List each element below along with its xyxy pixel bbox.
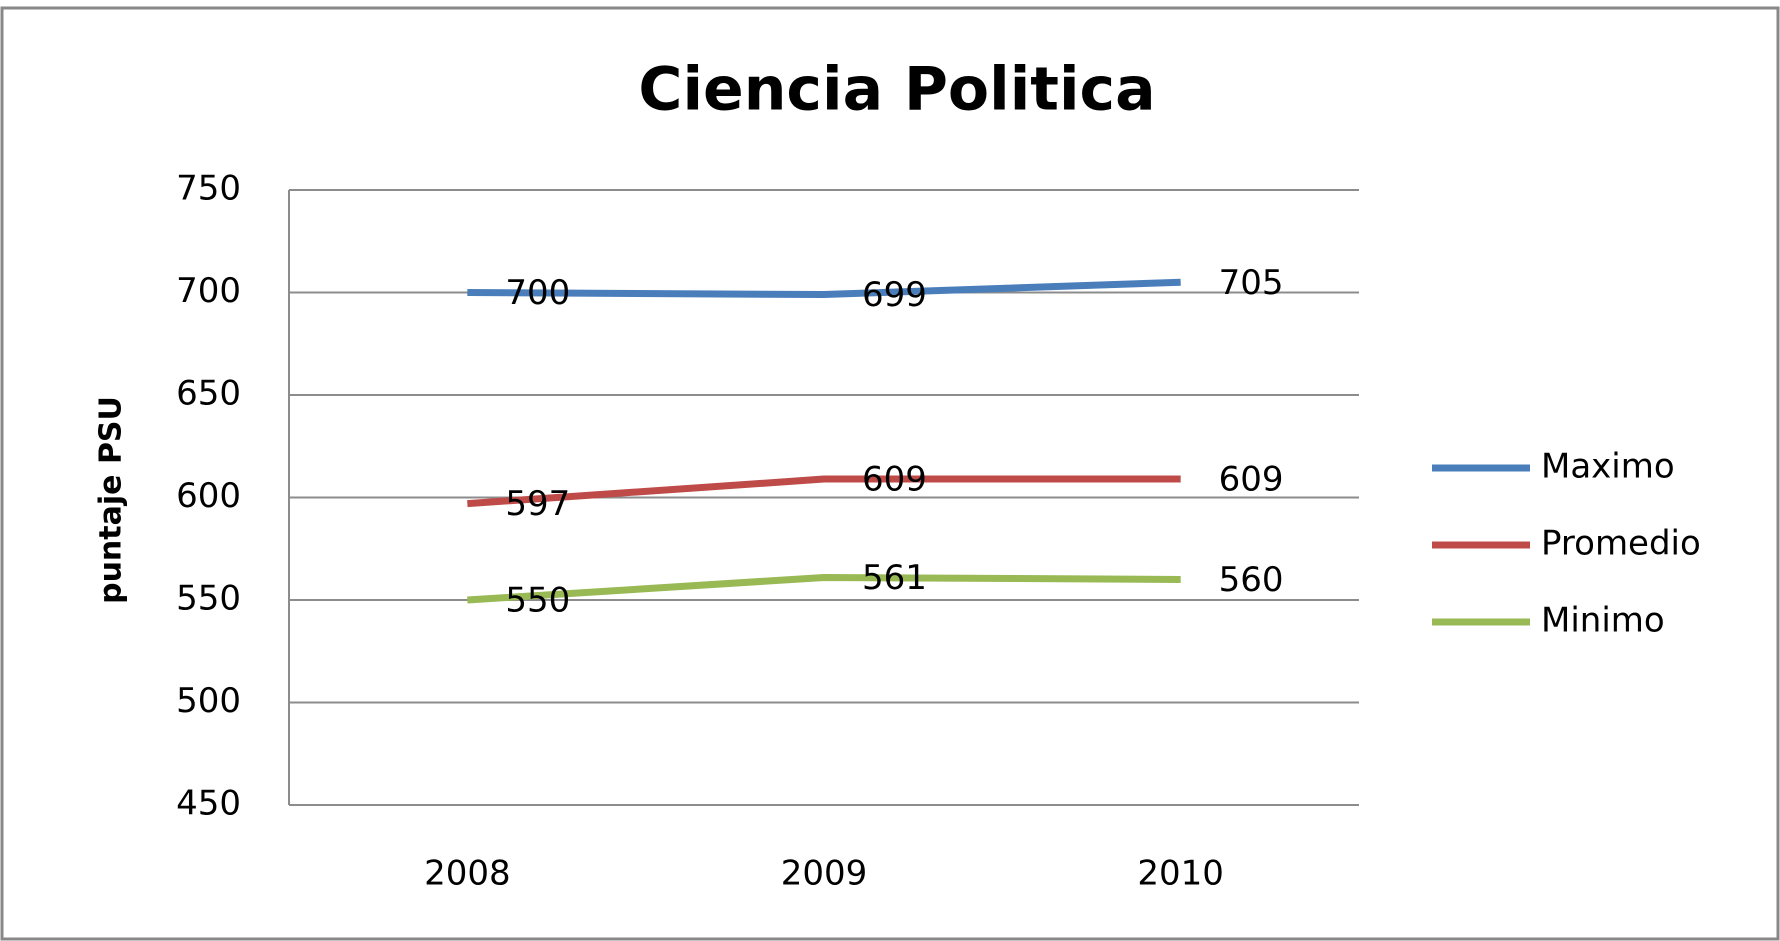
data-label: 561 [862,558,927,598]
y-tick-label: 450 [176,784,241,824]
y-tick-label: 500 [176,681,241,721]
series-line [467,475,1181,508]
x-tick-label: 2009 [781,854,868,894]
data-label: 609 [1219,460,1284,500]
data-label: 560 [1219,560,1284,600]
y-axis-label: puntaje PSU [94,396,129,604]
chart-frame [0,6,1780,941]
y-tick-label: 700 [176,271,241,311]
data-label: 597 [505,484,570,524]
legend-label: Maximo [1541,447,1675,487]
y-tick-label: 750 [176,169,241,209]
data-label: 705 [1219,263,1284,303]
data-label: 609 [862,460,927,500]
legend-label: Minimo [1541,601,1665,641]
y-tick-label: 650 [176,374,241,414]
series-line [467,573,1181,604]
chart-title: Ciencia Politica [638,55,1155,125]
y-tick-label: 550 [176,579,241,619]
y-tick-label: 600 [176,476,241,516]
x-tick-label: 2008 [424,854,511,894]
series-line [467,278,1181,299]
x-tick-label: 2010 [1137,854,1224,894]
data-label: 550 [505,581,570,621]
legend-label: Promedio [1541,524,1701,564]
data-label: 700 [505,273,570,313]
data-label: 699 [862,275,927,315]
